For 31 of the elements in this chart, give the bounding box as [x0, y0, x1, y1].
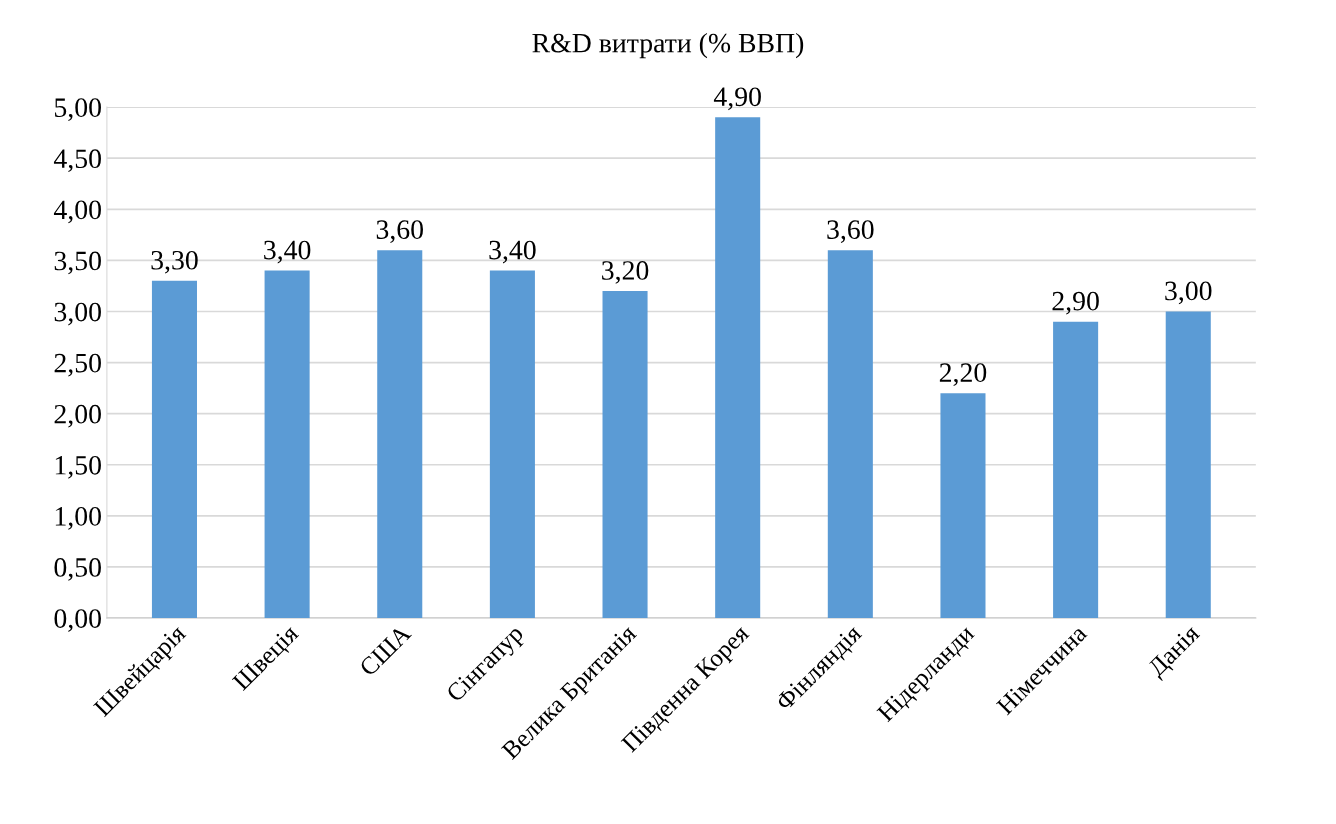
y-tick-label: 0,50 [54, 558, 101, 581]
bar [940, 393, 986, 618]
y-tick-label: 1,00 [55, 506, 101, 530]
bar [489, 270, 535, 618]
y-tick-label: 3,00 [54, 302, 101, 326]
data-label: 3,30 [151, 250, 198, 274]
data-label: 3,20 [602, 261, 649, 284]
data-label: 3,00 [1165, 281, 1212, 305]
data-label: 3,60 [827, 220, 874, 243]
data-label: 3,40 [489, 240, 536, 264]
y-tick-label: 2,00 [54, 404, 101, 428]
data-label: 3,60 [376, 220, 423, 243]
data-label: 4,90 [713, 87, 761, 111]
bar [264, 270, 310, 618]
y-tick-label: 1,50 [55, 455, 101, 479]
bar [377, 250, 423, 618]
y-tick-label: 2,50 [54, 353, 101, 377]
y-tick-label: 5,00 [55, 98, 101, 122]
data-label: 2,20 [939, 363, 987, 387]
bar [715, 117, 761, 618]
y-tick-label: 4,50 [53, 149, 101, 173]
bar [602, 291, 648, 618]
y-tick-label: 4,00 [53, 200, 101, 224]
data-label: 3,40 [264, 240, 311, 264]
bar [827, 250, 873, 618]
bar [1165, 311, 1211, 618]
data-label: 2,90 [1052, 291, 1099, 315]
bar [1053, 321, 1099, 618]
chart-title: R&D витрати (% ВВП) [532, 32, 804, 59]
bar [151, 280, 197, 618]
y-tick-label: 3,50 [54, 251, 101, 275]
